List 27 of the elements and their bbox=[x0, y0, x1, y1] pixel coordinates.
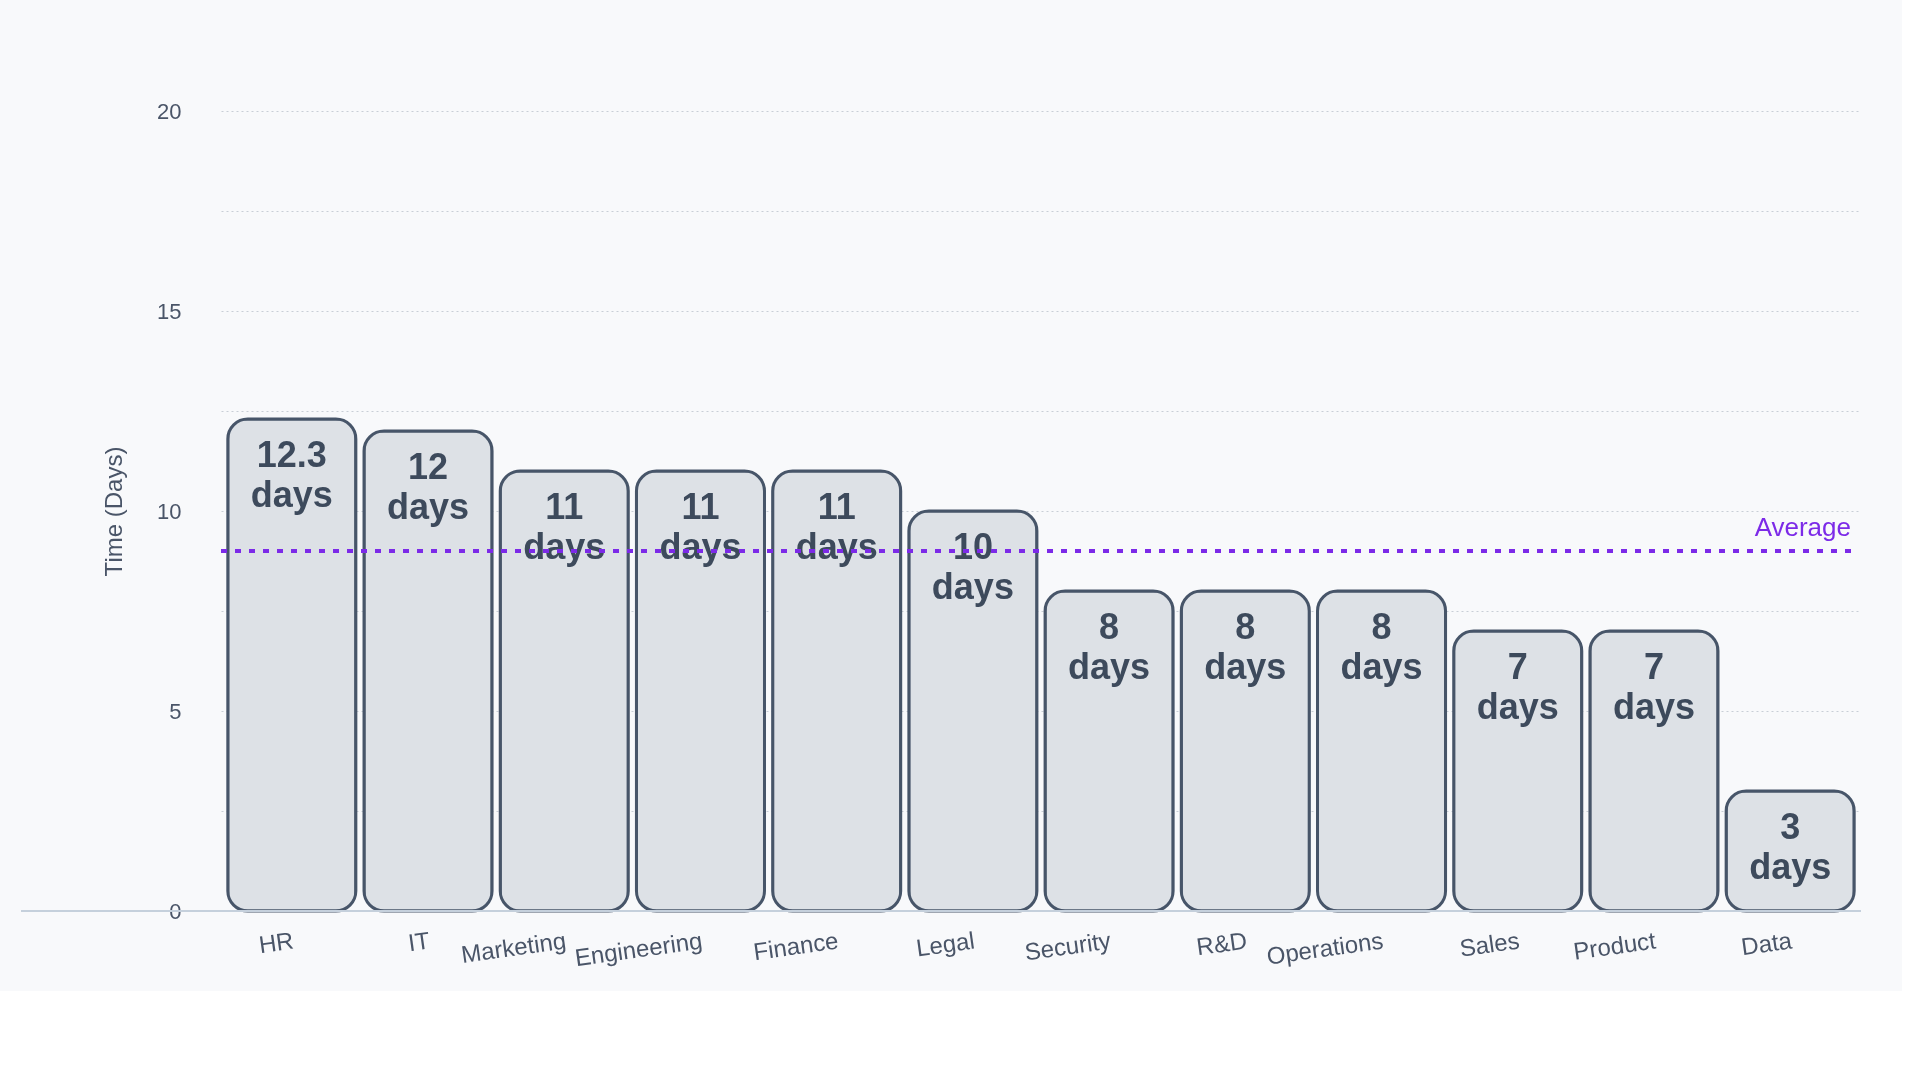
x-tick-label: Security bbox=[1022, 926, 1113, 966]
x-tick-label: IT bbox=[406, 926, 432, 957]
x-tick-label: Data bbox=[1739, 926, 1795, 961]
data-label: 8 days bbox=[1068, 606, 1151, 687]
y-tick-label: 15 bbox=[157, 298, 182, 324]
data-label: 3 days bbox=[1749, 806, 1832, 887]
data-label: 12 days bbox=[387, 446, 470, 527]
data-label: 7 days bbox=[1612, 646, 1695, 727]
y-tick-label: 5 bbox=[169, 698, 182, 724]
x-tick-label: Sales bbox=[1457, 926, 1522, 962]
y-tick-label: 20 bbox=[157, 98, 182, 124]
x-tick-label: Finance bbox=[751, 926, 841, 966]
y-axis-title: Time (Days) bbox=[100, 446, 128, 577]
x-tick-label: R&D bbox=[1194, 926, 1249, 961]
x-tick-label: HR bbox=[257, 926, 296, 959]
x-tick-label: Product bbox=[1571, 926, 1658, 965]
ref-line-label: Average bbox=[1754, 512, 1851, 542]
data-label: 7 days bbox=[1476, 646, 1559, 727]
x-tick-label: Marketing bbox=[459, 926, 568, 968]
data-label: 8 days bbox=[1204, 606, 1287, 687]
y-tick-label: 10 bbox=[157, 498, 182, 524]
x-tick-label: Engineering bbox=[573, 926, 704, 972]
data-label: 8 days bbox=[1340, 606, 1423, 687]
x-tick-label: Operations bbox=[1264, 926, 1385, 970]
data-label: 10 days bbox=[931, 526, 1014, 607]
data-label: 12.3 days bbox=[250, 434, 333, 515]
x-tick-label: Legal bbox=[914, 926, 977, 962]
